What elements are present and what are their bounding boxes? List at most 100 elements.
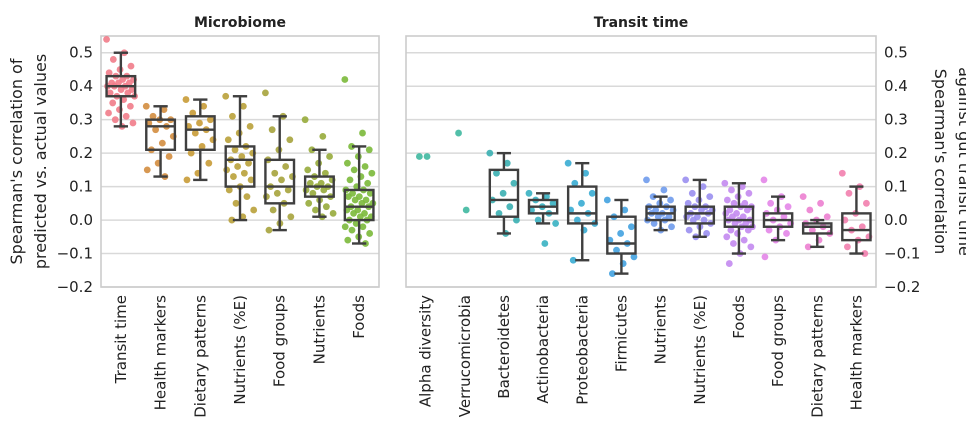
transit-time-foods-point	[731, 220, 739, 227]
transit-time-ytick-label: −0.2	[884, 278, 920, 296]
transit-time-nutrients-point	[668, 223, 675, 231]
microbiome-foods-point	[341, 223, 349, 231]
transit-time-nutrients-point	[660, 186, 668, 194]
transit-time-food-groups-point	[767, 199, 775, 207]
microbiome-foods-point	[348, 226, 356, 234]
microbiome-dietary-patterns-point	[196, 119, 203, 127]
transit-time-xtick-label-bacteroidetes: Bacteroidetes	[495, 295, 513, 399]
microbiome-nutrients-point	[321, 169, 329, 177]
transit-time-proteobacteria-point	[564, 159, 572, 167]
transit-time-bacteroidetes-point	[493, 169, 500, 177]
transit-time-bacteroidetes-point	[499, 189, 507, 197]
transit-time-foods-point	[728, 186, 735, 194]
transit-time-health-markers-point	[844, 243, 851, 251]
microbiome-food-groups-point	[286, 136, 294, 144]
transit-time-ytick-label: 0.5	[884, 44, 908, 62]
transit-time-actinobacteria-point	[541, 240, 549, 247]
transit-time-ytick-label: 0.1	[884, 178, 908, 196]
transit-time-panel: Transit time −0.2 −0.1 0.0 0.1 0.2 0.3 0.4 0.5 Sp…	[405, 15, 966, 418]
microbiome-nutrients-point	[320, 186, 328, 194]
microbiome-foods-point	[368, 169, 376, 177]
transit-time-xtick-label-proteobacteria: Proteobacteria	[573, 295, 591, 405]
transit-time-nutrients-e-point	[698, 206, 705, 214]
transit-time-foods-point	[727, 226, 735, 234]
transit-time-firmicutes-point	[609, 270, 616, 278]
transit-time-nutrients-point	[643, 176, 650, 184]
microbiome-food-groups-point	[262, 89, 269, 97]
microbiome-nutrients-e-point	[238, 153, 246, 160]
transit-time-health-markers-point	[861, 250, 869, 257]
microbiome-food-groups-box	[264, 158, 296, 205]
transit-time-title: Transit time	[594, 15, 689, 31]
transit-time-proteobacteria-point	[578, 199, 585, 207]
microbiome-dietary-patterns-point	[183, 176, 191, 184]
microbiome-foods-point	[364, 179, 372, 187]
microbiome-ytick-label: −0.1	[57, 245, 93, 263]
transit-time-y-axis-label: against gut transit time	[955, 67, 966, 256]
transit-time-alpha-diversity-point	[423, 153, 431, 160]
transit-time-health-markers-point	[858, 223, 866, 231]
microbiome-foods-point	[344, 159, 351, 167]
microbiome-foods-point	[352, 220, 360, 227]
microbiome-nutrients-e-point	[232, 199, 240, 207]
microbiome-nutrients-point	[322, 203, 330, 211]
transit-time-nutrients-e-point	[703, 230, 710, 237]
transit-time-bacteroidetes-point	[513, 216, 520, 224]
transit-time-dietary-patterns-point	[808, 226, 816, 234]
microbiome-ytick-label: 0.5	[69, 44, 93, 62]
transit-time-bacteroidetes-point	[503, 159, 511, 167]
transit-time-firmicutes-point	[621, 206, 629, 214]
transit-time-proteobacteria-point	[588, 189, 596, 197]
transit-time-health-markers-point	[838, 169, 846, 177]
microbiome-transit-time-point	[129, 119, 137, 127]
microbiome-xtick-label-food-groups: Food groups	[271, 295, 289, 387]
microbiome-dietary-patterns-point	[200, 102, 208, 110]
microbiome-xtick-label-nutrients-e: Nutrients (%E)	[231, 295, 249, 405]
microbiome-health-markers-point	[165, 153, 173, 160]
microbiome-nutrients-e-point	[229, 112, 236, 120]
microbiome-ytick-label: −0.2	[57, 278, 93, 296]
transit-time-xtick-label-health-markers: Health markers	[847, 295, 865, 411]
transit-time-proteobacteria-point	[582, 169, 589, 177]
transit-time-food-groups-point	[765, 226, 773, 234]
microbiome-transit-time-point	[106, 89, 114, 97]
transit-time-foods-point	[738, 183, 746, 191]
microbiome-dietary-patterns-point	[182, 96, 190, 103]
transit-time-health-markers-point	[863, 199, 870, 207]
transit-time-nutrients-e-point	[685, 226, 693, 234]
microbiome-transit-time-point	[109, 99, 117, 107]
transit-time-actinobacteria-point	[552, 220, 560, 227]
transit-time-xtick-label-verrucomicrobia: Verrucomicrobia	[456, 295, 474, 417]
transit-time-foods-point	[743, 206, 751, 214]
transit-time-ytick-label: 0.3	[884, 111, 908, 129]
transit-time-firmicutes-point	[617, 230, 625, 237]
transit-time-health-markers-box	[841, 212, 872, 242]
microbiome-foods-point	[350, 166, 358, 174]
transit-time-food-groups-point	[784, 203, 792, 211]
transit-time-ytick-label: 0.4	[884, 77, 908, 95]
transit-time-xtick-label-actinobacteria: Actinobacteria	[534, 295, 552, 404]
microbiome-ytick-label: 0.3	[69, 111, 93, 129]
transit-time-bacteroidetes-point	[510, 179, 518, 187]
microbiome-health-markers-point	[142, 102, 150, 110]
transit-time-dietary-patterns-point	[804, 243, 812, 251]
microbiome-dietary-patterns-point	[187, 149, 195, 157]
transit-time-xtick-label-food-groups: Food groups	[769, 295, 787, 387]
microbiome-nutrients-e-point	[240, 169, 248, 177]
transit-time-foods-point	[725, 260, 733, 267]
transit-time-firmicutes-point	[628, 223, 635, 231]
microbiome-transit-time-point	[103, 35, 110, 43]
transit-time-bacteroidetes-point	[506, 203, 514, 211]
transit-time-nutrients-e-point	[699, 183, 707, 191]
microbiome-xtick-label-nutrients: Nutrients	[310, 295, 328, 365]
transit-time-dietary-patterns-point	[799, 193, 807, 201]
microbiome-foods-point	[366, 189, 374, 197]
transit-time-nutrients-e-point	[700, 216, 708, 224]
microbiome-nutrients-e-point	[246, 122, 254, 130]
microbiome-nutrients-e-point	[231, 146, 239, 154]
transit-time-foods-point	[723, 196, 731, 204]
transit-time-foods-point	[747, 243, 755, 251]
transit-time-actinobacteria-point	[534, 216, 542, 224]
transit-time-proteobacteria-point	[571, 179, 579, 187]
microbiome-nutrients-point	[329, 209, 337, 217]
